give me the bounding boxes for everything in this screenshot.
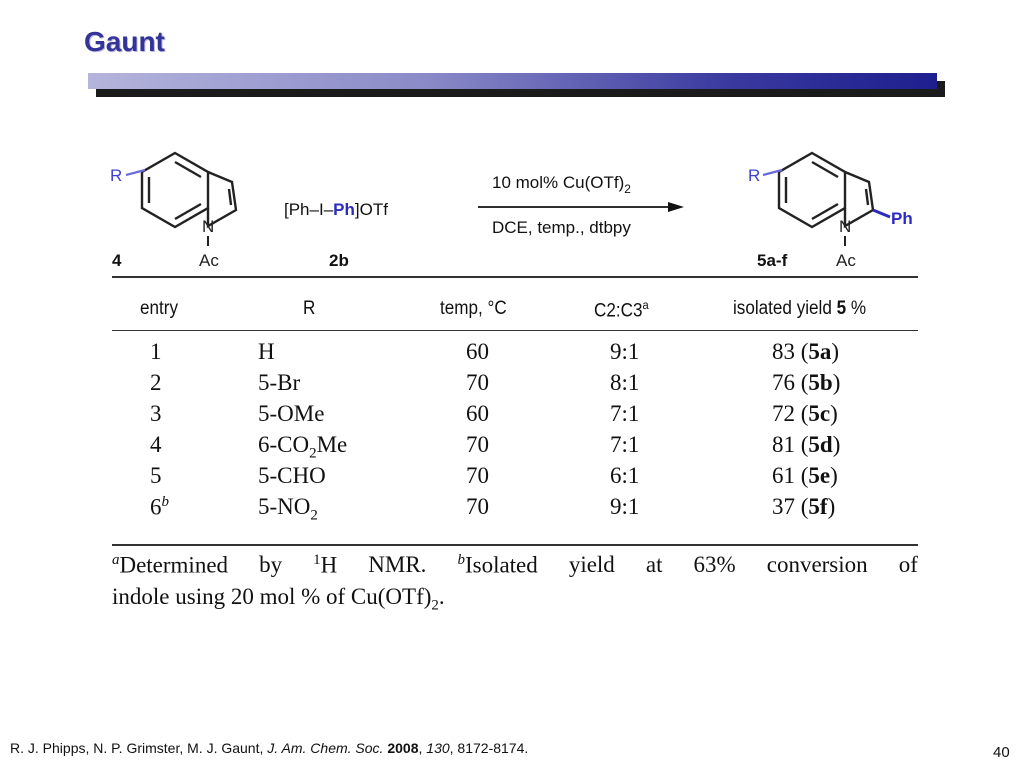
cell-entry: 3 bbox=[150, 401, 162, 426]
reactant-label: 4 bbox=[112, 251, 122, 270]
cell-yield: 83 (5a) bbox=[772, 339, 840, 364]
condition-top: 10 mol% Cu(OTf)2 bbox=[492, 173, 631, 196]
reactant-n: N bbox=[202, 217, 214, 236]
header-temp: temp, °C bbox=[440, 298, 507, 319]
cell-temp: 70 bbox=[466, 463, 489, 488]
cell-ratio: 6:1 bbox=[610, 463, 640, 488]
cell-yield: 72 (5c) bbox=[772, 401, 838, 426]
cell-temp: 60 bbox=[466, 339, 489, 364]
cell-r: H bbox=[258, 339, 275, 364]
cell-temp: 70 bbox=[466, 432, 489, 457]
product-r: R bbox=[748, 166, 760, 185]
footnote-line-2: indole using 20 mol % of Cu(OTf)2. bbox=[112, 584, 445, 614]
cell-temp: 70 bbox=[466, 370, 489, 395]
page-number: 40 bbox=[993, 744, 1010, 761]
cell-ratio: 9:1 bbox=[610, 339, 640, 364]
product-ph-bond bbox=[872, 208, 891, 219]
cell-entry: 2 bbox=[150, 370, 162, 395]
table-bottom-rule bbox=[112, 544, 918, 546]
header-r: R bbox=[303, 298, 316, 319]
product-n: N bbox=[839, 217, 851, 236]
product-r-bond bbox=[762, 168, 783, 177]
product-label: 5a-f bbox=[757, 251, 788, 270]
cell-entry: 4 bbox=[150, 432, 162, 457]
reactant-r-bond bbox=[125, 168, 146, 177]
cell-yield: 76 (5b) bbox=[772, 370, 841, 395]
condition-bottom: DCE, temp., dtbpy bbox=[492, 218, 631, 237]
header-ratio: C2:C3a bbox=[594, 298, 649, 322]
slide-title: Gaunt bbox=[84, 26, 165, 57]
cell-yield: 81 (5d) bbox=[772, 432, 841, 457]
cell-r: 5-NO2 bbox=[258, 494, 318, 524]
product-indole-structure bbox=[777, 151, 875, 229]
title-bar bbox=[88, 73, 937, 89]
product-ac: Ac bbox=[836, 251, 856, 270]
reactant-ac: Ac bbox=[199, 251, 219, 270]
cell-entry: 1 bbox=[150, 339, 162, 364]
cell-ratio: 8:1 bbox=[610, 370, 640, 395]
cell-temp: 70 bbox=[466, 494, 489, 519]
reactant-r: R bbox=[110, 166, 122, 185]
reagent-formula: [Ph–I–Ph]OTf bbox=[284, 200, 388, 219]
table-header-rule bbox=[112, 330, 918, 331]
reactant-indole-structure bbox=[140, 151, 238, 229]
cell-temp: 60 bbox=[466, 401, 489, 426]
cell-yield: 37 (5f) bbox=[772, 494, 836, 519]
cell-ratio: 9:1 bbox=[610, 494, 640, 519]
citation: R. J. Phipps, N. P. Grimster, M. J. Gaun… bbox=[10, 740, 529, 756]
cell-ratio: 7:1 bbox=[610, 432, 640, 457]
cell-entry: 6b bbox=[150, 494, 169, 520]
cell-r: 5-CHO bbox=[258, 463, 326, 488]
header-entry: entry bbox=[140, 298, 179, 319]
header-yield: isolated yield 5 % bbox=[733, 298, 867, 319]
product-ph: Ph bbox=[891, 209, 913, 228]
footnote-line-1: aDetermined by 1H NMR. bIsolated yield at 63% co… bbox=[112, 552, 918, 578]
cell-ratio: 7:1 bbox=[610, 401, 640, 426]
reagent-label: 2b bbox=[329, 251, 349, 270]
reaction-scheme: R N Ac 4 [Ph–I–Ph]OTf 2b 10 mol% Cu(OTf)… bbox=[110, 151, 913, 270]
cell-yield: 61 (5e) bbox=[772, 463, 838, 488]
cell-entry: 5 bbox=[150, 463, 162, 488]
reaction-arrowhead bbox=[668, 202, 684, 212]
cell-r: 5-Br bbox=[258, 370, 301, 395]
cell-r: 6-CO2Me bbox=[258, 432, 348, 462]
cell-r: 5-OMe bbox=[258, 401, 325, 426]
table-top-rule bbox=[112, 276, 918, 278]
